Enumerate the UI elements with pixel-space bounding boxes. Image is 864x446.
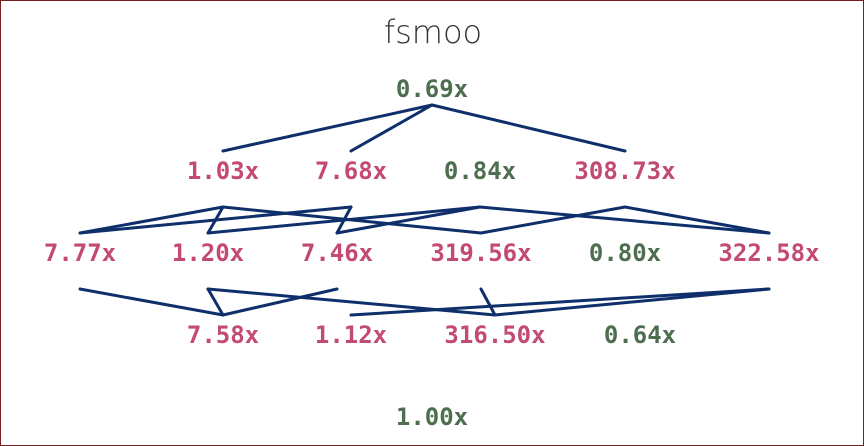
node-label-a3: 0.84x xyxy=(444,157,516,185)
edge-a1-b1 xyxy=(78,205,225,235)
node-label-c2: 1.12x xyxy=(315,321,387,349)
edge-b3-c1 xyxy=(221,287,339,317)
node-label-c1: 7.58x xyxy=(187,321,259,349)
edge-b2-c3 xyxy=(206,287,497,317)
edge-b6-c3 xyxy=(493,287,771,317)
node-label-b4: 319.56x xyxy=(430,239,531,267)
node-label-bottom: 1.00x xyxy=(396,403,468,431)
node-label-c3: 316.50x xyxy=(444,321,545,349)
edge-b6-c2 xyxy=(349,287,771,317)
edge-top-a4 xyxy=(430,103,627,153)
edge-group xyxy=(78,103,771,317)
node-label-b6: 322.58x xyxy=(718,239,819,267)
edge-a3-b3 xyxy=(335,205,482,235)
edge-b1-c1 xyxy=(78,287,225,317)
edge-top-a1 xyxy=(221,103,434,153)
edge-a3-b2 xyxy=(206,205,482,235)
edge-b2-c1 xyxy=(206,287,225,317)
node-label-a2: 7.68x xyxy=(315,157,387,185)
edge-b4-c3 xyxy=(479,287,497,317)
node-label-top: 0.69x xyxy=(396,75,468,103)
node-label-b5: 0.80x xyxy=(589,239,661,267)
edge-a2-b1 xyxy=(78,205,353,235)
node-label-a4: 308.73x xyxy=(574,157,675,185)
diagram-title: fsmoo xyxy=(383,13,483,51)
node-label-b2: 1.20x xyxy=(172,239,244,267)
edge-a4-b6 xyxy=(623,205,771,235)
node-label-a1: 1.03x xyxy=(187,157,259,185)
node-label-c4: 0.64x xyxy=(604,321,676,349)
node-label-b3: 7.46x xyxy=(301,239,373,267)
edge-a4-b4 xyxy=(479,205,627,235)
node-label-b1: 7.77x xyxy=(44,239,116,267)
node-group: 0.69x 1.03x 7.68x 0.84x 308.73x 7.77x 1.20x 7.4… xyxy=(44,75,820,431)
edge-top-a2 xyxy=(349,103,434,153)
edge-a3-b6 xyxy=(478,205,771,235)
